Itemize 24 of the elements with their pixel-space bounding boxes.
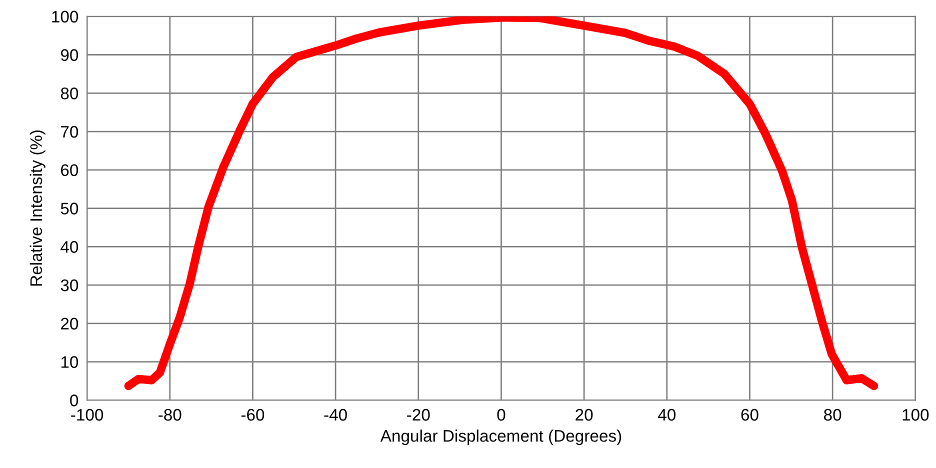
y-tick-label: 30 [60, 279, 78, 292]
x-axis-title: Angular Displacement (Degrees) [380, 430, 622, 446]
y-tick-label: 10 [61, 356, 78, 368]
x-tick-label: 0 [497, 408, 506, 421]
x-tick-label: 100 [902, 408, 929, 421]
y-tick-label: 50 [60, 202, 78, 214]
y-tick-label: 100 [52, 10, 78, 23]
y-axis-title: Relative Intensity (%) [30, 130, 46, 286]
x-tick-label: -20 [407, 408, 430, 421]
y-tick-label: 90 [60, 49, 78, 61]
x-tick-label: 20 [576, 408, 593, 421]
y-tick-label: 60 [61, 164, 78, 176]
x-tick-label: 80 [824, 408, 842, 421]
y-tick-label: 70 [61, 126, 78, 138]
y-tick-label: 20 [61, 318, 78, 330]
x-tick-label: 60 [741, 408, 758, 421]
y-tick-label: 40 [60, 241, 78, 253]
x-tick-label: -100 [71, 408, 104, 421]
x-tick-label: -40 [324, 408, 347, 421]
y-tick-label: 0 [70, 394, 78, 406]
x-tick-label: 40 [658, 408, 676, 421]
x-tick-label: -80 [158, 408, 182, 421]
y-tick-label: 80 [60, 88, 78, 100]
x-tick-label: -60 [241, 408, 264, 421]
